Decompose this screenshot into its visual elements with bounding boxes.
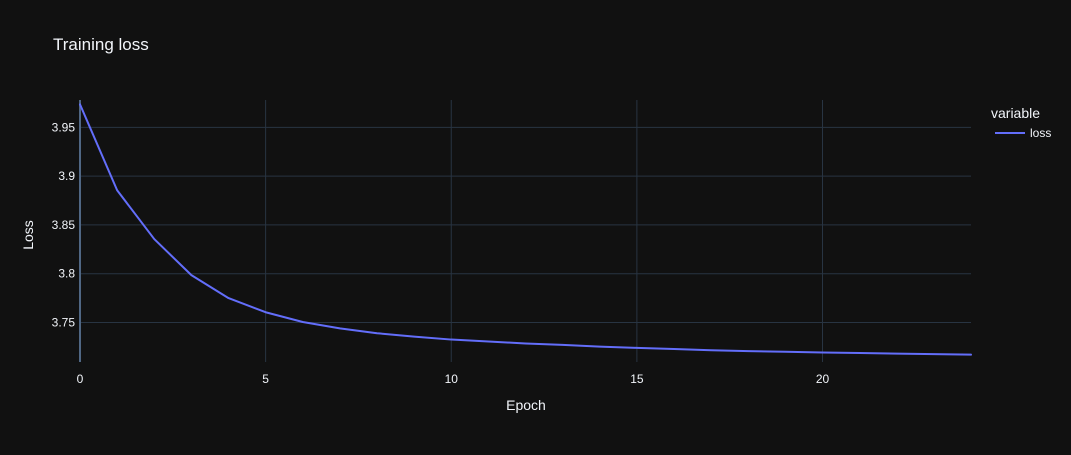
legend-item-loss[interactable]: loss bbox=[995, 126, 1051, 140]
tick-labels: 3.75 3.8 3.85 3.9 3.95 0 5 10 15 20 bbox=[52, 120, 830, 386]
x-axis-label: Epoch bbox=[506, 397, 546, 413]
legend-label-loss: loss bbox=[1030, 126, 1051, 140]
x-tick-label: 20 bbox=[816, 372, 830, 386]
x-tick-label: 15 bbox=[630, 372, 644, 386]
y-tick-label: 3.95 bbox=[52, 120, 76, 134]
series-line-loss[interactable] bbox=[79, 103, 972, 356]
x-tick-label: 5 bbox=[262, 372, 269, 386]
series-layer bbox=[79, 103, 972, 356]
x-tick-label: 0 bbox=[77, 372, 84, 386]
x-tick-label: 10 bbox=[445, 372, 459, 386]
chart-title: Training loss bbox=[53, 35, 149, 54]
y-tick-label: 3.85 bbox=[52, 218, 76, 232]
y-tick-label: 3.9 bbox=[58, 169, 75, 183]
y-axis-label: Loss bbox=[20, 220, 36, 250]
legend-title: variable bbox=[991, 105, 1040, 121]
y-tick-label: 3.75 bbox=[52, 315, 76, 329]
grid-lines bbox=[80, 100, 971, 362]
y-tick-label: 3.8 bbox=[58, 267, 75, 281]
legend: variable loss bbox=[991, 105, 1051, 140]
